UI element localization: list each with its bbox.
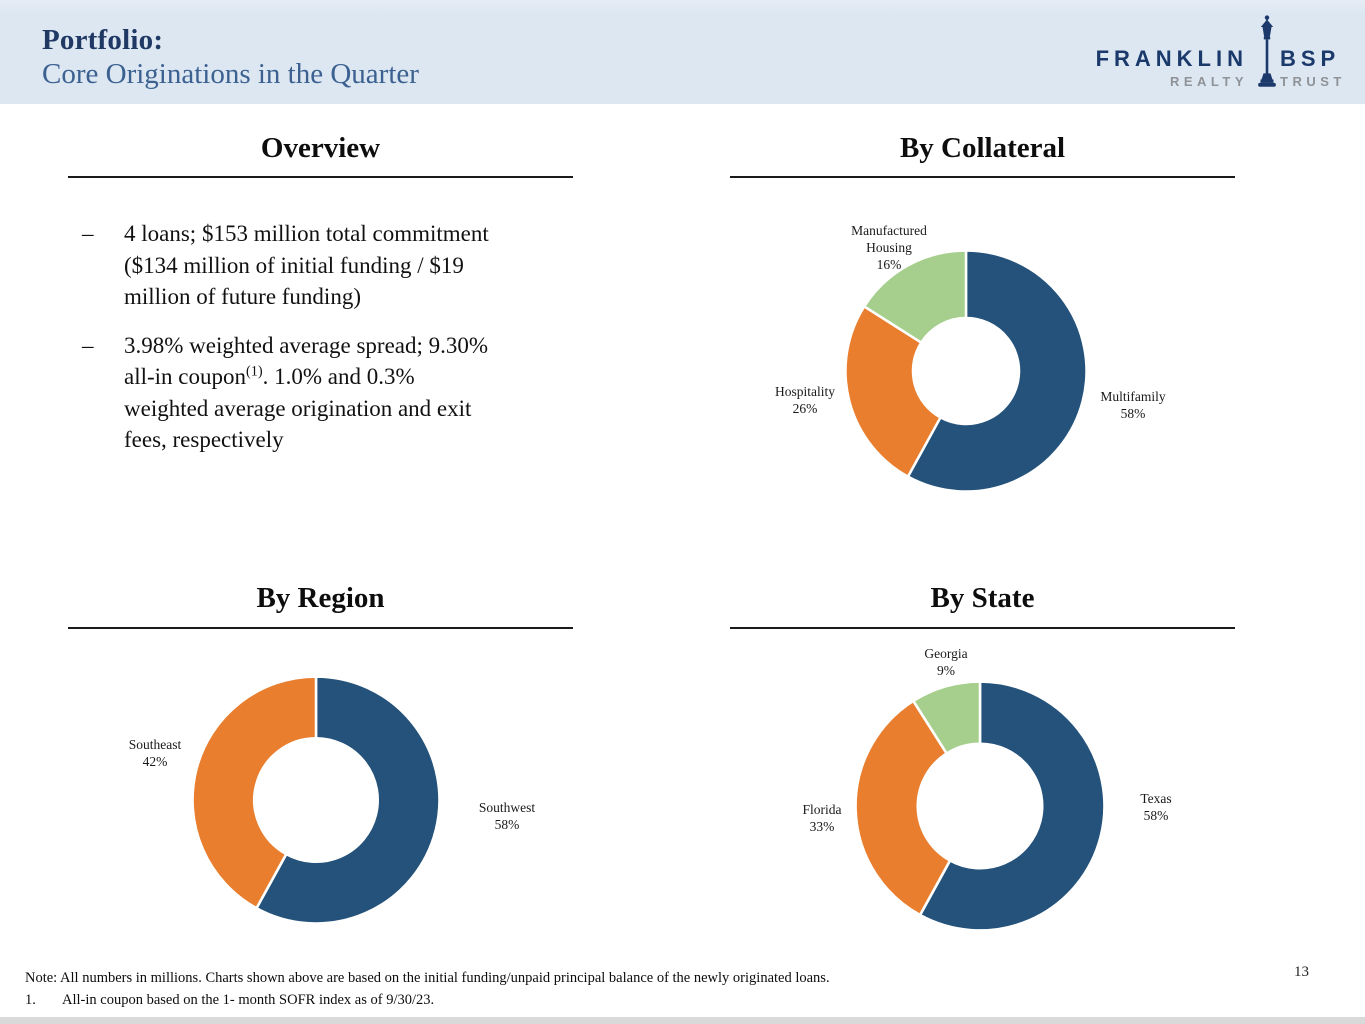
bottom-edge-strip: [0, 1017, 1365, 1024]
bullet-text: 4 loans; $153 million total commitment (…: [124, 221, 489, 309]
footnote-text: All-in coupon based on the 1- month SOFR…: [62, 992, 435, 1008]
donut-slice-hospitality: [844, 305, 942, 478]
section-rule-by-collateral: [730, 176, 1235, 178]
bullet-item: – 3.98% weighted average spread; 9.30% a…: [82, 330, 602, 456]
bullet-dash: –: [82, 221, 94, 246]
donut-label-manufactured-housing: Manufactured Housing 16%: [851, 223, 927, 272]
logo-wordmark-realty: REALTY: [1169, 74, 1248, 89]
donut-label-southeast: Southeast 42%: [128, 737, 182, 769]
slide-subtitle: Core Originations in the Quarter: [42, 58, 419, 90]
header-band: [0, 0, 1365, 104]
donut-slice-georgia: [912, 680, 982, 755]
section-rule-overview: [68, 176, 573, 178]
overview-bullet-list: – 4 loans; $153 million total commitment…: [82, 218, 602, 473]
donut-slice-manufactured-housing: [863, 249, 968, 344]
donut-slice-multifamily: [906, 249, 1088, 493]
donut-label-texas: Texas 58%: [1140, 791, 1172, 823]
footnote-marker: 1.: [25, 992, 36, 1008]
bullet-text-part: . 1.0% and 0.3% weighted average origina…: [124, 364, 472, 452]
donut-label-hospitality: Hospitality 26%: [775, 384, 835, 416]
donut-slice-southwest: [255, 675, 441, 925]
footnote-reference: (1): [246, 363, 263, 380]
page-number: 13: [1294, 964, 1309, 980]
section-title-by-state: By State: [930, 582, 1035, 614]
section-title-by-region: By Region: [256, 582, 385, 614]
donut-label-multifamily: Multifamily 58%: [1100, 389, 1166, 421]
donut-label-southwest: Southwest 58%: [478, 800, 536, 832]
donut-label-florida: Florida 33%: [802, 802, 842, 834]
section-title-overview: Overview: [260, 132, 381, 164]
bullet-item: – 4 loans; $153 million total commitment…: [82, 218, 602, 313]
company-logo: FRANKLIN BSP REALTY TRUST: [1082, 12, 1344, 94]
donut-chart-by-collateral: [844, 249, 1088, 493]
section-title-by-collateral: By Collateral: [899, 132, 1066, 164]
bullet-dash: –: [82, 332, 94, 358]
donut-label-georgia: Georgia 9%: [924, 646, 968, 678]
bullet-text-part: 3.98% weighted average spread; 9.30% all…: [124, 332, 489, 390]
donut-slice-texas: [918, 680, 1106, 932]
footnote: 1. All-in coupon based on the 1- month S…: [25, 992, 434, 1009]
section-rule-by-region: [68, 627, 573, 629]
footer-note: Note: All numbers in millions. Charts sh…: [25, 970, 830, 986]
slide-title: Portfolio:: [42, 24, 164, 56]
lamppost-icon: [1258, 15, 1276, 87]
logo-wordmark-trust: TRUST: [1280, 74, 1346, 89]
logo-wordmark-bsp: BSP: [1280, 46, 1341, 71]
donut-chart-by-state: [854, 680, 1106, 932]
bullet-text: 3.98% weighted average spread; 9.30% all…: [124, 330, 488, 456]
donut-slice-florida: [854, 699, 952, 917]
donut-slice-southeast: [191, 675, 318, 910]
section-rule-by-state: [730, 627, 1235, 629]
donut-chart-by-region: [191, 675, 441, 925]
logo-wordmark-franklin: FRANKLIN: [1095, 46, 1248, 71]
